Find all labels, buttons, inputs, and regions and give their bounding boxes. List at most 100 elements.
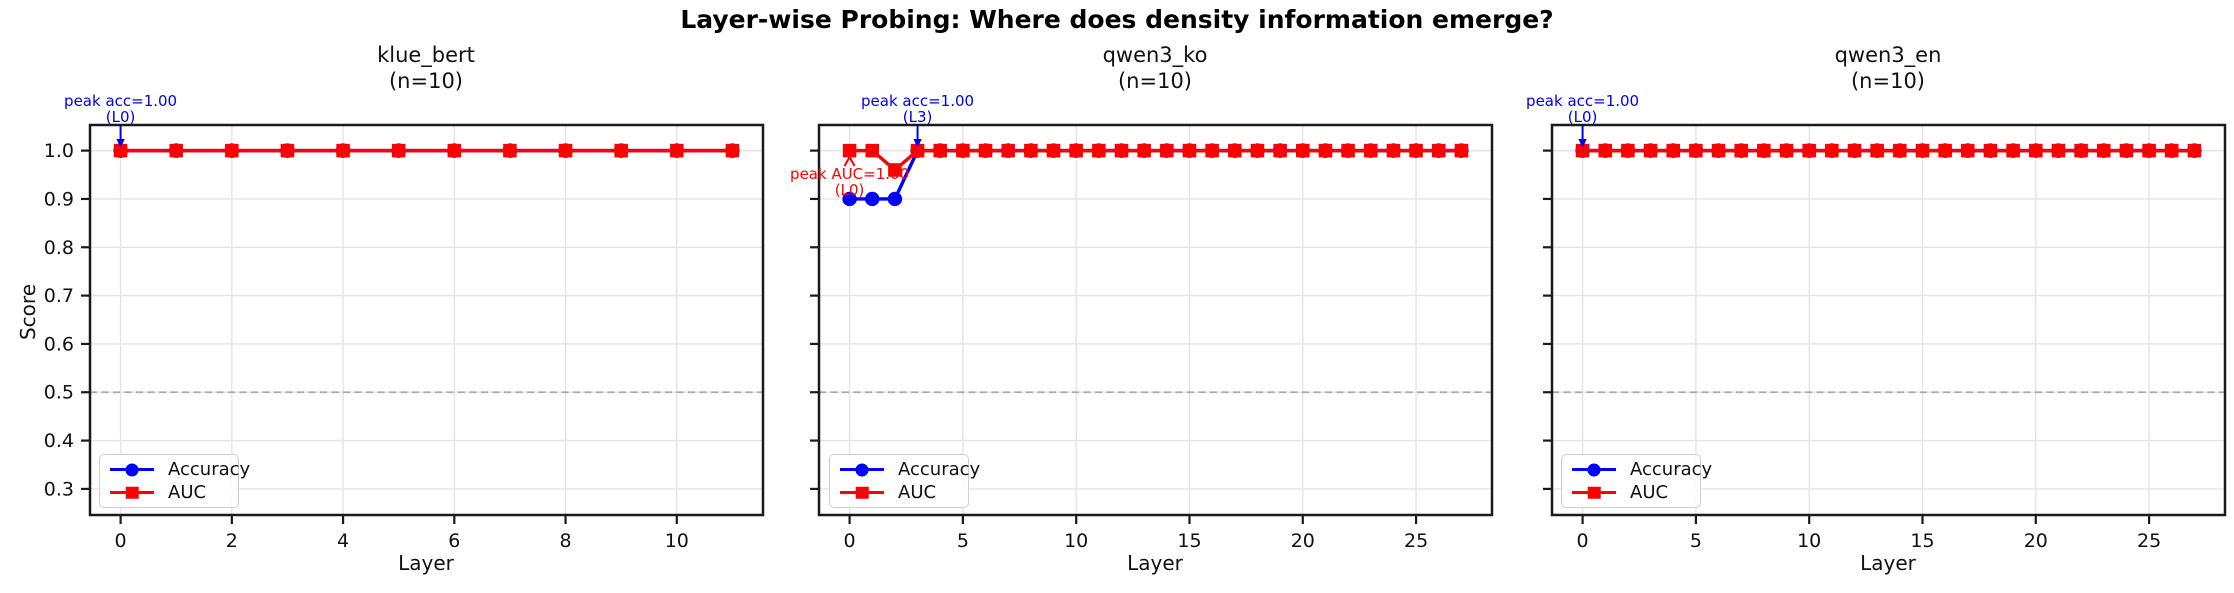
auc-marker: [2119, 143, 2134, 158]
auc-marker: [1961, 143, 1975, 158]
auc-marker: [1364, 143, 1378, 158]
auc-marker: [1046, 143, 1061, 158]
auc-marker: [1205, 143, 1219, 158]
auc-marker: [1250, 143, 1265, 158]
x-tick-label: 25: [2137, 530, 2161, 552]
peak-annotation-text: peak acc=1.00: [861, 92, 974, 110]
legend: Accuracy AUC: [99, 454, 250, 508]
x-tick-label: 4: [337, 530, 349, 552]
accuracy-marker: [842, 191, 857, 207]
peak-annotation-text: peak AUC=1.00: [790, 165, 909, 183]
auc-marker: [447, 143, 462, 158]
y-tick-label: 0.6: [44, 333, 74, 355]
auc-marker: [1341, 143, 1355, 158]
auc-marker: [503, 143, 517, 158]
auc-marker: [169, 143, 183, 158]
auc-marker: [1069, 143, 1083, 158]
annotation-arrow-up-icon: [843, 154, 856, 167]
annotation-arrowhead-icon: [116, 139, 125, 148]
auc-marker: [1666, 143, 1680, 158]
peak-annotation-text: peak acc=1.00: [64, 92, 177, 110]
auc-marker: [1137, 143, 1151, 158]
legend-label: Accuracy: [168, 459, 251, 480]
peak-annotation-text: (L0): [835, 181, 865, 199]
auc-marker-icon: [855, 486, 869, 499]
peak-annotation-text: (L0): [106, 108, 136, 126]
accuracy-marker: [865, 191, 880, 207]
y-tick-label: 0.3: [44, 478, 74, 500]
legend-label: Accuracy: [898, 459, 981, 480]
accuracy-marker-icon: [1587, 463, 1601, 476]
auc-marker: [2029, 143, 2043, 158]
auc-marker: [2097, 143, 2111, 158]
auc-marker: [1915, 143, 1930, 158]
auc-marker: [865, 143, 880, 158]
auc-marker: [1643, 143, 1658, 158]
y-tick-label: 1.0: [44, 140, 74, 162]
auc-marker: [391, 143, 406, 158]
axes-frame: [1550, 123, 2227, 517]
y-tick-label: 0.5: [44, 382, 74, 404]
accuracy-marker-icon: [125, 463, 139, 476]
auc-marker: [1711, 143, 1726, 158]
panel-title-line2: (n=10): [388, 69, 463, 93]
auc-marker: [1273, 143, 1287, 158]
auc-marker: [1983, 143, 1998, 158]
x-axis-label: Layer: [1860, 551, 1916, 575]
x-tick-label: 25: [1404, 530, 1428, 552]
axes-frame: [817, 123, 1494, 517]
x-tick-label: 15: [1910, 530, 1934, 552]
auc-marker: [1001, 143, 1015, 158]
auc-marker: [1160, 143, 1174, 158]
accuracy-line: [849, 148, 1462, 201]
x-tick-label: 5: [957, 530, 969, 552]
auc-marker: [1409, 143, 1423, 158]
panel-title-line1: qwen3_ko: [1102, 43, 1208, 67]
auc-marker: [1024, 143, 1038, 158]
legend-item-auc: AUC: [1572, 482, 1690, 503]
legend-label: AUC: [1630, 482, 1669, 503]
annotation-arrowhead-icon: [1578, 139, 1587, 148]
legend-label: AUC: [898, 482, 937, 503]
y-tick-label: 0.9: [44, 188, 74, 210]
peak-annotation-text: (L0): [1568, 108, 1598, 126]
auc-marker: [1386, 143, 1401, 158]
auc-marker: [1296, 143, 1310, 158]
annotation-arrowhead-icon: [913, 139, 922, 148]
auc-marker: [558, 143, 573, 158]
auc-marker: [2051, 143, 2066, 158]
auc-marker: [1431, 143, 1446, 158]
accuracy-marker: [887, 191, 903, 207]
x-tick-label: 2: [226, 530, 238, 552]
y-tick-label: 0.7: [44, 285, 74, 307]
auc-marker: [1114, 143, 1129, 158]
auc-marker: [725, 143, 740, 158]
legend-item-accuracy: Accuracy: [110, 459, 250, 480]
auc-marker: [1825, 143, 1839, 158]
auc-marker: [1757, 143, 1771, 158]
x-tick-label: 10: [1064, 530, 1088, 552]
panel-title-line2: (n=10): [1850, 69, 1925, 93]
auc-line: [849, 148, 1462, 173]
panel-title-line1: qwen3_en: [1834, 43, 1942, 67]
x-tick-label: 8: [560, 530, 572, 552]
auc-marker: [2142, 143, 2156, 158]
auc-marker: [225, 143, 239, 158]
auc-marker: [113, 143, 128, 158]
x-axis-label: Layer: [398, 551, 454, 575]
auc-legend-sample: [1572, 485, 1616, 500]
y-axis-label: Score: [16, 284, 40, 341]
auc-marker: [1893, 143, 1907, 158]
legend-label: AUC: [168, 482, 207, 503]
legend-item-accuracy: Accuracy: [1572, 459, 1712, 480]
auc-marker: [1734, 143, 1748, 158]
auc-marker-icon: [1587, 486, 1601, 499]
auc-marker: [670, 143, 684, 158]
auc-marker: [614, 143, 628, 158]
x-tick-label: 15: [1177, 530, 1201, 552]
accuracy-marker-icon: [855, 463, 869, 476]
auc-marker: [2074, 143, 2088, 158]
x-tick-label: 20: [1291, 530, 1315, 552]
x-tick-label: 20: [2024, 530, 2048, 552]
